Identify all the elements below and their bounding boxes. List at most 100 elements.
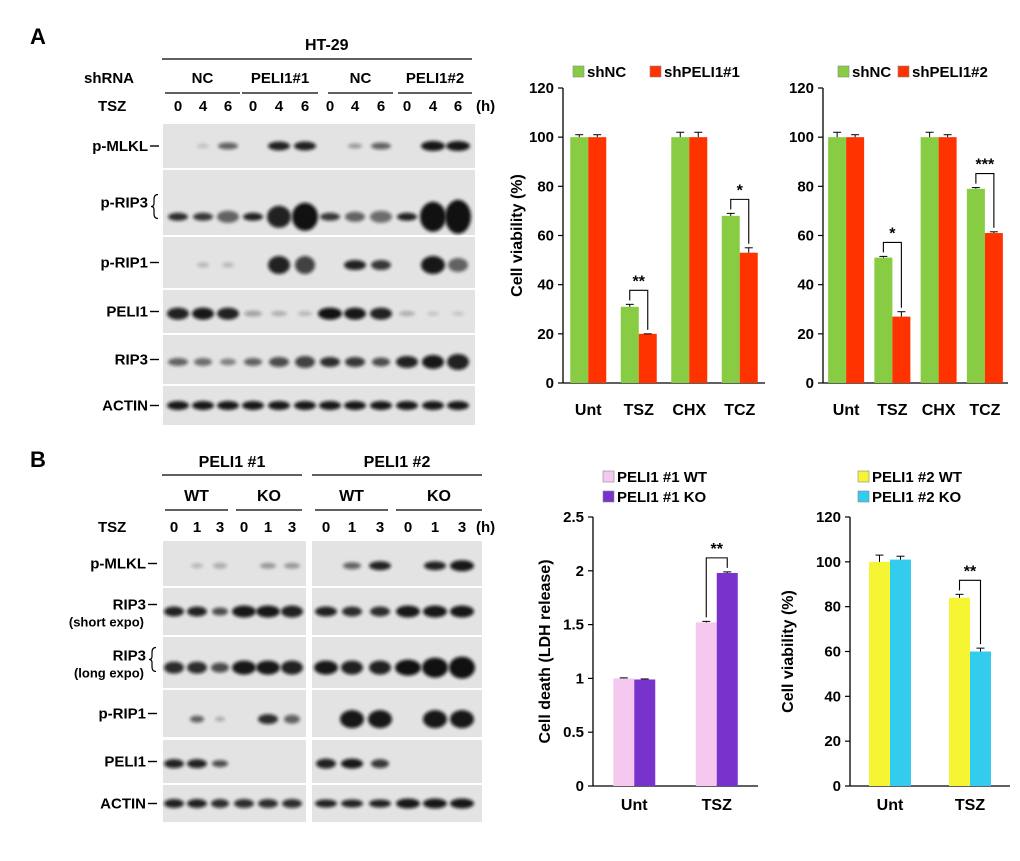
blot-band	[197, 262, 209, 268]
blot-band	[256, 660, 280, 675]
bar	[966, 188, 985, 383]
bar	[695, 622, 717, 786]
blot-band	[211, 662, 229, 673]
blot-band	[446, 141, 470, 151]
blot-band	[168, 212, 188, 221]
blot-band	[258, 714, 278, 725]
legend-swatch	[837, 65, 850, 78]
blot-band	[370, 307, 392, 320]
tsz-label-b: TSZ	[98, 519, 126, 536]
y-tick-label: 20	[797, 326, 814, 343]
timepoint-label: 4	[351, 98, 360, 115]
timepoint-label: 1	[348, 519, 356, 536]
timepoint-label: 4	[429, 98, 438, 115]
blot-strip	[312, 740, 482, 783]
bar	[846, 137, 865, 383]
blot-band	[348, 143, 362, 149]
blot-band	[164, 759, 184, 769]
blot-band	[213, 562, 227, 569]
bar	[828, 137, 847, 383]
blot-band	[187, 606, 207, 617]
blot-band	[267, 205, 291, 228]
blot-band	[450, 798, 474, 809]
legend-swatch	[602, 490, 615, 503]
y-tick-label: 20	[537, 326, 554, 343]
blot-band	[256, 605, 280, 618]
blot-band	[218, 142, 238, 150]
peli1-group-label: PELI1 #2	[364, 454, 431, 471]
significance-marker: ***	[976, 157, 995, 174]
blot-band	[368, 710, 392, 729]
y-tick-label: 120	[529, 80, 554, 97]
blot-band	[423, 605, 447, 618]
blot-band	[217, 307, 239, 320]
blot-band	[449, 656, 475, 679]
blot-band	[193, 212, 213, 221]
blot-band	[344, 307, 366, 320]
bar	[890, 559, 911, 786]
timepoint-label: 3	[376, 519, 384, 536]
blot-row-label: ACTIN	[100, 796, 146, 813]
legend-swatch	[649, 65, 662, 78]
legend-label: PELI1 #1 WT	[617, 469, 707, 486]
bar	[892, 316, 911, 383]
timepoint-label: 1	[264, 519, 272, 536]
blot-band	[340, 710, 364, 729]
legend-label: shPELI1#2	[912, 64, 988, 81]
y-tick-label: 1.5	[563, 617, 584, 634]
y-tick-label: 40	[537, 277, 554, 294]
blot-band	[281, 660, 303, 675]
bar	[570, 137, 589, 383]
blot-strip	[312, 588, 482, 635]
y-tick-label: 60	[824, 644, 841, 661]
shrna-label: shRNA	[84, 70, 134, 87]
y-tick-label: 120	[789, 80, 814, 97]
blot-band	[314, 660, 338, 675]
blot-band	[315, 606, 337, 617]
timepoint-label: 3	[288, 519, 296, 536]
significance-bracket	[958, 579, 982, 645]
significance-marker: *	[737, 182, 744, 199]
blot-band	[397, 212, 417, 221]
blot-band	[164, 799, 184, 808]
blot-band	[232, 605, 256, 618]
blot-band	[371, 142, 391, 150]
panel-a-letter: A	[30, 24, 46, 49]
cell-line-label: HT-29	[305, 37, 349, 54]
timepoint-label: 6	[301, 98, 309, 115]
blot-band	[423, 710, 447, 729]
blot-band	[268, 256, 290, 275]
timepoint-label: 3	[458, 519, 466, 536]
bar	[613, 678, 635, 786]
x-tick-label: TSZ	[955, 797, 985, 814]
y-tick-label: 100	[816, 554, 841, 571]
blot-band	[284, 714, 300, 724]
y-tick-label: 0	[576, 778, 584, 795]
significance-marker: **	[964, 563, 977, 580]
blot-strip	[312, 541, 482, 586]
x-tick-label: CHX	[922, 402, 956, 419]
x-tick-label: TSZ	[702, 797, 732, 814]
timepoint-label: 0	[326, 98, 334, 115]
blot-band	[422, 401, 444, 410]
bar	[920, 137, 939, 383]
blot-strip	[163, 170, 475, 235]
bar	[716, 572, 738, 786]
blot-row-label: p-RIP1	[98, 706, 146, 723]
y-tick-label: 40	[797, 277, 814, 294]
y-tick-label: 120	[816, 509, 841, 526]
blot-band	[450, 605, 474, 618]
blot-band	[268, 401, 290, 410]
blot-band	[295, 355, 315, 368]
blot-strip	[312, 785, 482, 822]
blot-band	[370, 210, 392, 223]
blot-band	[282, 799, 302, 808]
bar	[638, 333, 657, 383]
legend-swatch	[602, 470, 615, 483]
timepoint-label: 6	[224, 98, 232, 115]
blot-band	[341, 660, 363, 675]
timepoint-label: 0	[249, 98, 257, 115]
blot-band	[369, 660, 391, 675]
blot-band	[421, 141, 445, 151]
